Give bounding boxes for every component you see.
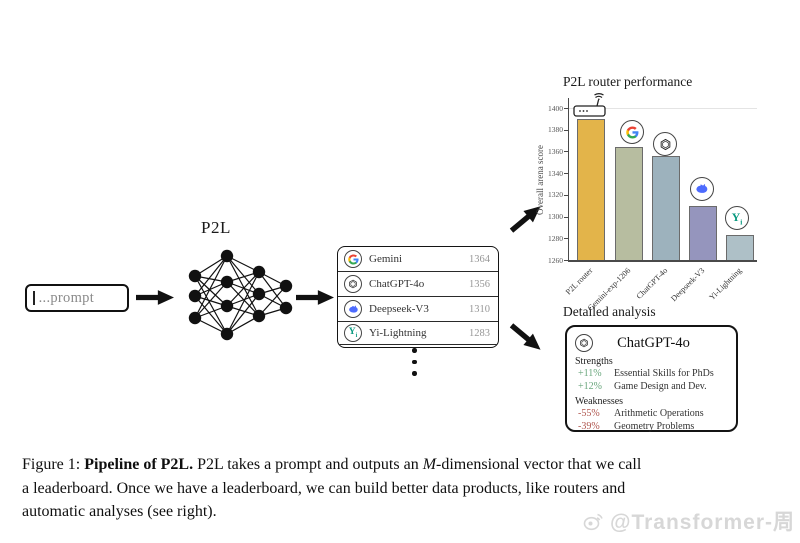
y-tick-label: 1260 (548, 255, 563, 265)
deepseek-icon (690, 177, 714, 201)
weakness-row: -55% Arithmetic Operations (575, 407, 728, 420)
bar-gemini-exp-1206 (614, 147, 643, 260)
y-tick-mark (564, 173, 568, 175)
openai-icon (653, 132, 677, 156)
bar-deepseek-v3 (688, 206, 717, 260)
arrow-right-icon (296, 288, 334, 307)
analysis-header: ChatGPT-4o (575, 334, 728, 352)
watermark-text: @Transformer-周 (609, 511, 795, 534)
watermark: @Transformer-周 (582, 506, 795, 536)
weakness-percent: -39% (578, 421, 600, 432)
model-score: 1310 (469, 303, 490, 315)
detailed-analysis-card: ChatGPT-4o Strengths +11% Essential Skil… (565, 325, 738, 432)
arrow-right-icon (136, 288, 174, 307)
google-icon (620, 120, 644, 144)
weakness-topic: Geometry Problems (614, 421, 695, 432)
y-tick-mark (564, 216, 568, 218)
arrow-down-right-icon (505, 318, 546, 357)
openai-icon (575, 334, 593, 352)
y-tick-label: 1300 (548, 212, 563, 222)
model-name: Yi-Lightning (369, 327, 427, 339)
y-tick-label: 1380 (548, 125, 563, 135)
prompt-input-box: ...prompt (25, 284, 129, 312)
model-name: Deepseek-V3 (369, 303, 429, 315)
y-tick-label: 1320 (548, 190, 563, 200)
google-icon (344, 250, 362, 268)
leaderboard-row: Yi Yi-Lightning 1283 (338, 322, 498, 345)
y-tick-mark (564, 194, 568, 196)
analysis-section-title: Detailed analysis (563, 304, 656, 319)
chart-plot (568, 98, 757, 262)
analysis-model-title: ChatGPT-4o (617, 334, 690, 351)
neural-network-icon (188, 249, 293, 341)
bar-p2l-router (577, 119, 605, 260)
gridline-1400 (569, 108, 757, 109)
y-tick-label: 1360 (548, 146, 563, 156)
weaknesses-label: Weaknesses (575, 396, 624, 407)
network-title: P2L (201, 218, 231, 237)
router-icon (572, 91, 608, 123)
model-name: ChatGPT-4o (369, 278, 425, 290)
weakness-row: -39% Geometry Problems (575, 420, 728, 433)
bar-chatgpt-4o (651, 156, 680, 260)
caption-line-2: a leaderboard. Once we have a leaderboar… (22, 479, 626, 497)
y-tick-mark (564, 151, 568, 153)
router-performance-chart: P2L router performance Overall arena sco… (528, 74, 800, 313)
weakness-topic: Arithmetic Operations (614, 408, 704, 419)
y-tick-label: 1280 (548, 233, 563, 243)
bar-yi-lightning (725, 235, 754, 260)
deepseek-icon (344, 300, 362, 318)
text-cursor (33, 291, 35, 305)
arrow-up-right-icon (505, 199, 546, 238)
strength-row: +12% Game Design and Dev. (575, 380, 728, 393)
y-tick-label: 1400 (548, 103, 563, 113)
caption-line-3: automatic analyses (see right). (22, 503, 217, 520)
prompt-placeholder-text: ...prompt (38, 289, 95, 306)
strength-percent: +12% (578, 380, 602, 392)
leaderboard-row: Gemini 1364 (338, 247, 498, 272)
strength-topic: Essential Skills for PhDs (614, 367, 714, 379)
openai-icon (344, 275, 362, 293)
yi-icon: Yi (344, 324, 362, 342)
model-score: 1283 (469, 327, 490, 339)
caption-line-1: Figure 1: Pipeline of P2L. P2L takes a p… (22, 456, 642, 473)
y-tick-mark (564, 108, 568, 109)
y-tick-mark (564, 260, 568, 261)
model-score: 1356 (469, 278, 490, 290)
y-tick-mark (564, 129, 568, 131)
chart-title: P2L router performance (563, 74, 693, 89)
ellipsis-dots (412, 348, 417, 383)
model-score: 1364 (469, 253, 490, 265)
weibo-icon (583, 513, 603, 531)
yi-icon: Yi (725, 206, 749, 230)
strength-topic: Game Design and Dev. (614, 380, 707, 392)
weakness-percent: -55% (578, 408, 600, 419)
leaderboard-table: Gemini 1364 ChatGPT-4o 1356 Deepseek-V3 … (337, 246, 499, 348)
leaderboard-row: Deepseek-V3 1310 (338, 297, 498, 322)
y-tick-label: 1340 (548, 168, 563, 178)
strength-row: +11% Essential Skills for PhDs (575, 367, 728, 380)
model-name: Gemini (369, 253, 402, 265)
y-tick-mark (564, 238, 568, 240)
leaderboard-row: ChatGPT-4o 1356 (338, 272, 498, 297)
figure-caption: Figure 1: Pipeline of P2L. P2L takes a p… (22, 453, 772, 524)
strength-percent: +11% (578, 367, 602, 379)
strengths-label: Strengths (575, 355, 613, 367)
